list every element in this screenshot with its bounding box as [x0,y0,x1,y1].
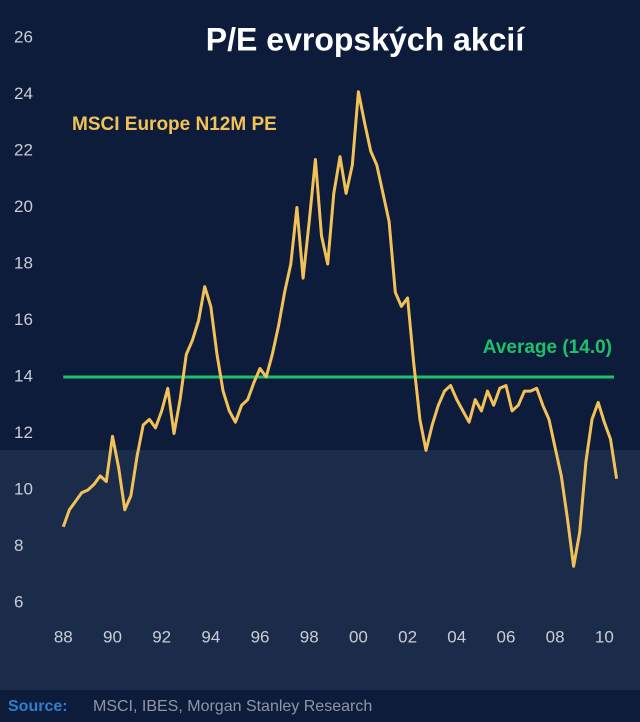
average-label: Average (14.0) [483,337,612,358]
y-tick-label: 6 [14,592,23,611]
source-label: Source: [8,698,68,715]
lower-band [0,450,640,690]
y-tick-label: 12 [14,423,33,442]
x-tick-label: 94 [201,627,220,646]
y-tick-label: 10 [14,479,33,498]
x-tick-label: 08 [546,627,565,646]
x-tick-label: 04 [447,627,466,646]
y-tick-label: 18 [14,253,33,272]
y-tick-label: 24 [14,84,33,103]
x-tick-label: 92 [152,627,171,646]
y-tick-label: 20 [14,197,33,216]
y-tick-label: 22 [14,140,33,159]
x-tick-label: 88 [54,627,73,646]
x-tick-label: 96 [251,627,270,646]
y-tick-label: 16 [14,310,33,329]
x-tick-label: 06 [496,627,515,646]
y-tick-label: 14 [14,366,33,385]
x-tick-label: 90 [103,627,122,646]
y-tick-label: 26 [14,27,33,46]
x-tick-label: 10 [595,627,614,646]
chart-title: P/E evropských akcií [206,21,526,57]
source-text: MSCI, IBES, Morgan Stanley Research [93,698,372,715]
series-label: MSCI Europe N12M PE [72,114,277,135]
x-tick-label: 98 [300,627,319,646]
x-tick-label: 02 [398,627,417,646]
y-tick-label: 8 [14,536,23,555]
series-line [61,90,619,568]
x-tick-label: 00 [349,627,368,646]
